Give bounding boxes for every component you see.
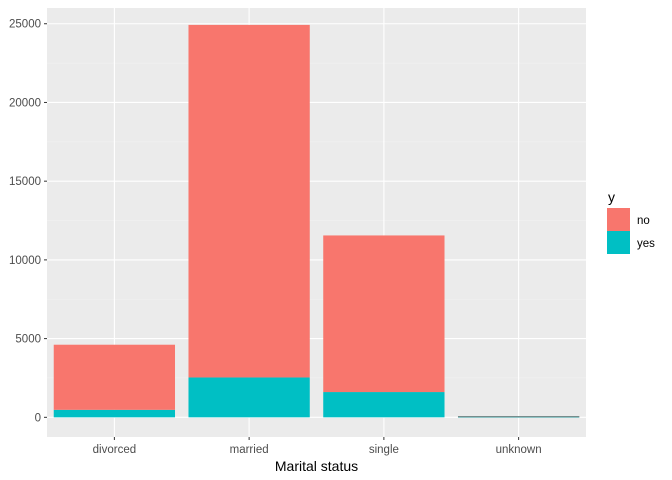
y-tick-label: 0: [35, 412, 41, 424]
legend: y no yes: [607, 189, 655, 254]
bars: [53, 24, 580, 418]
x-tick-label: married: [230, 444, 269, 456]
bar-divorced-no: [53, 344, 176, 410]
legend-key-no: [607, 208, 630, 231]
bar-married-yes: [188, 377, 310, 418]
y-tick-label: 10000: [9, 255, 41, 267]
legend-label-yes: yes: [637, 238, 655, 250]
bar-divorced-yes: [53, 409, 176, 418]
y-axis: 0 5000 10000 15000 20000 25000: [9, 19, 47, 424]
x-tick-label: single: [369, 444, 399, 456]
legend-key-yes: [607, 231, 630, 254]
y-tick-label: 20000: [9, 97, 41, 109]
bar-married-no: [188, 24, 310, 378]
legend-label-no: no: [637, 215, 650, 227]
bar-single-no: [323, 235, 445, 393]
bar-single-yes: [323, 392, 445, 418]
grid-major: [47, 8, 586, 437]
bar-unknown-total: [457, 416, 580, 418]
x-tick-label: unknown: [496, 444, 542, 456]
x-axis: divorced married single unknown: [93, 437, 542, 456]
bar-unknown-yes: [457, 417, 580, 418]
y-tick-label: 25000: [9, 19, 41, 31]
y-tick-label: 5000: [15, 334, 41, 346]
x-axis-title: Marital status: [275, 458, 358, 474]
x-tick-label: divorced: [93, 444, 136, 456]
legend-title: y: [608, 189, 615, 205]
y-tick-label: 15000: [9, 176, 41, 188]
